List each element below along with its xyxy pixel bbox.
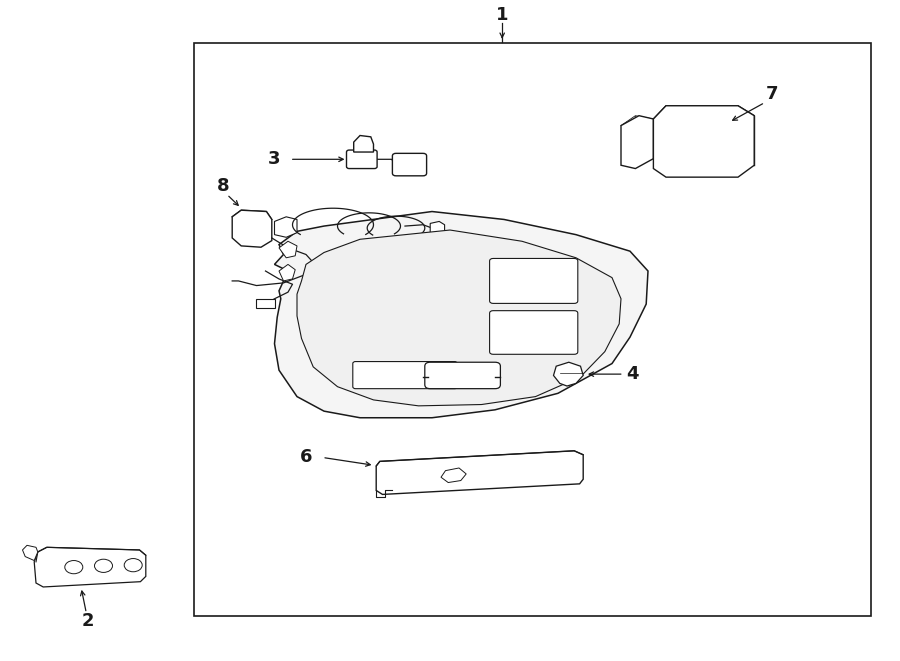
Polygon shape bbox=[441, 468, 466, 483]
FancyBboxPatch shape bbox=[490, 258, 578, 303]
Circle shape bbox=[94, 559, 112, 572]
Bar bbox=[194, 43, 871, 616]
Text: 2: 2 bbox=[82, 612, 94, 631]
Text: 6: 6 bbox=[300, 448, 312, 467]
Text: 1: 1 bbox=[496, 5, 508, 24]
Text: 8: 8 bbox=[217, 177, 230, 196]
Text: 4: 4 bbox=[626, 365, 639, 383]
Polygon shape bbox=[354, 136, 373, 152]
Polygon shape bbox=[416, 247, 428, 263]
Text: 7: 7 bbox=[766, 85, 778, 103]
Polygon shape bbox=[274, 212, 648, 418]
FancyBboxPatch shape bbox=[425, 362, 500, 389]
FancyBboxPatch shape bbox=[392, 153, 427, 176]
FancyBboxPatch shape bbox=[490, 311, 578, 354]
Polygon shape bbox=[554, 362, 583, 386]
FancyBboxPatch shape bbox=[256, 299, 275, 308]
Polygon shape bbox=[297, 230, 621, 406]
Polygon shape bbox=[232, 210, 272, 247]
FancyBboxPatch shape bbox=[353, 362, 457, 389]
FancyBboxPatch shape bbox=[346, 150, 377, 169]
Text: 5: 5 bbox=[376, 365, 389, 383]
Polygon shape bbox=[274, 217, 297, 237]
Polygon shape bbox=[621, 116, 653, 169]
Circle shape bbox=[124, 559, 142, 572]
Polygon shape bbox=[34, 547, 146, 587]
Text: 3: 3 bbox=[268, 149, 281, 168]
Circle shape bbox=[65, 561, 83, 574]
Polygon shape bbox=[376, 451, 583, 494]
Polygon shape bbox=[22, 545, 38, 561]
Polygon shape bbox=[279, 241, 297, 258]
Polygon shape bbox=[279, 264, 295, 281]
Polygon shape bbox=[430, 221, 445, 236]
Polygon shape bbox=[653, 106, 754, 177]
